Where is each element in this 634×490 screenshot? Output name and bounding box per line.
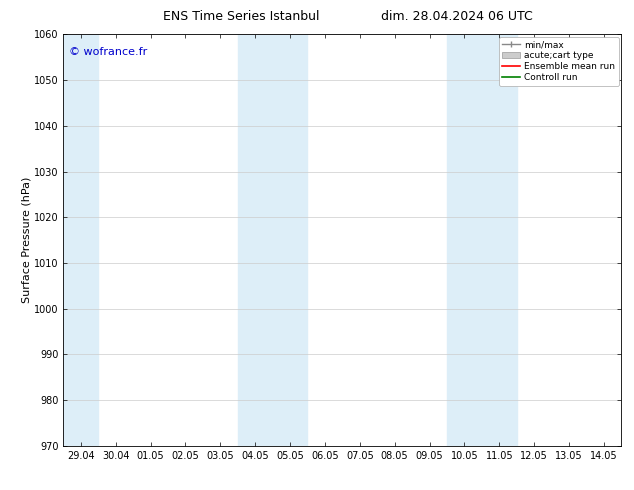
Legend: min/max, acute;cart type, Ensemble mean run, Controll run: min/max, acute;cart type, Ensemble mean … <box>499 37 619 86</box>
Bar <box>238 34 307 446</box>
Bar <box>447 34 517 446</box>
Y-axis label: Surface Pressure (hPa): Surface Pressure (hPa) <box>21 177 31 303</box>
Text: dim. 28.04.2024 06 UTC: dim. 28.04.2024 06 UTC <box>380 10 533 23</box>
Text: ENS Time Series Istanbul: ENS Time Series Istanbul <box>163 10 319 23</box>
Text: © wofrance.fr: © wofrance.fr <box>69 47 147 57</box>
Bar <box>63 34 98 446</box>
